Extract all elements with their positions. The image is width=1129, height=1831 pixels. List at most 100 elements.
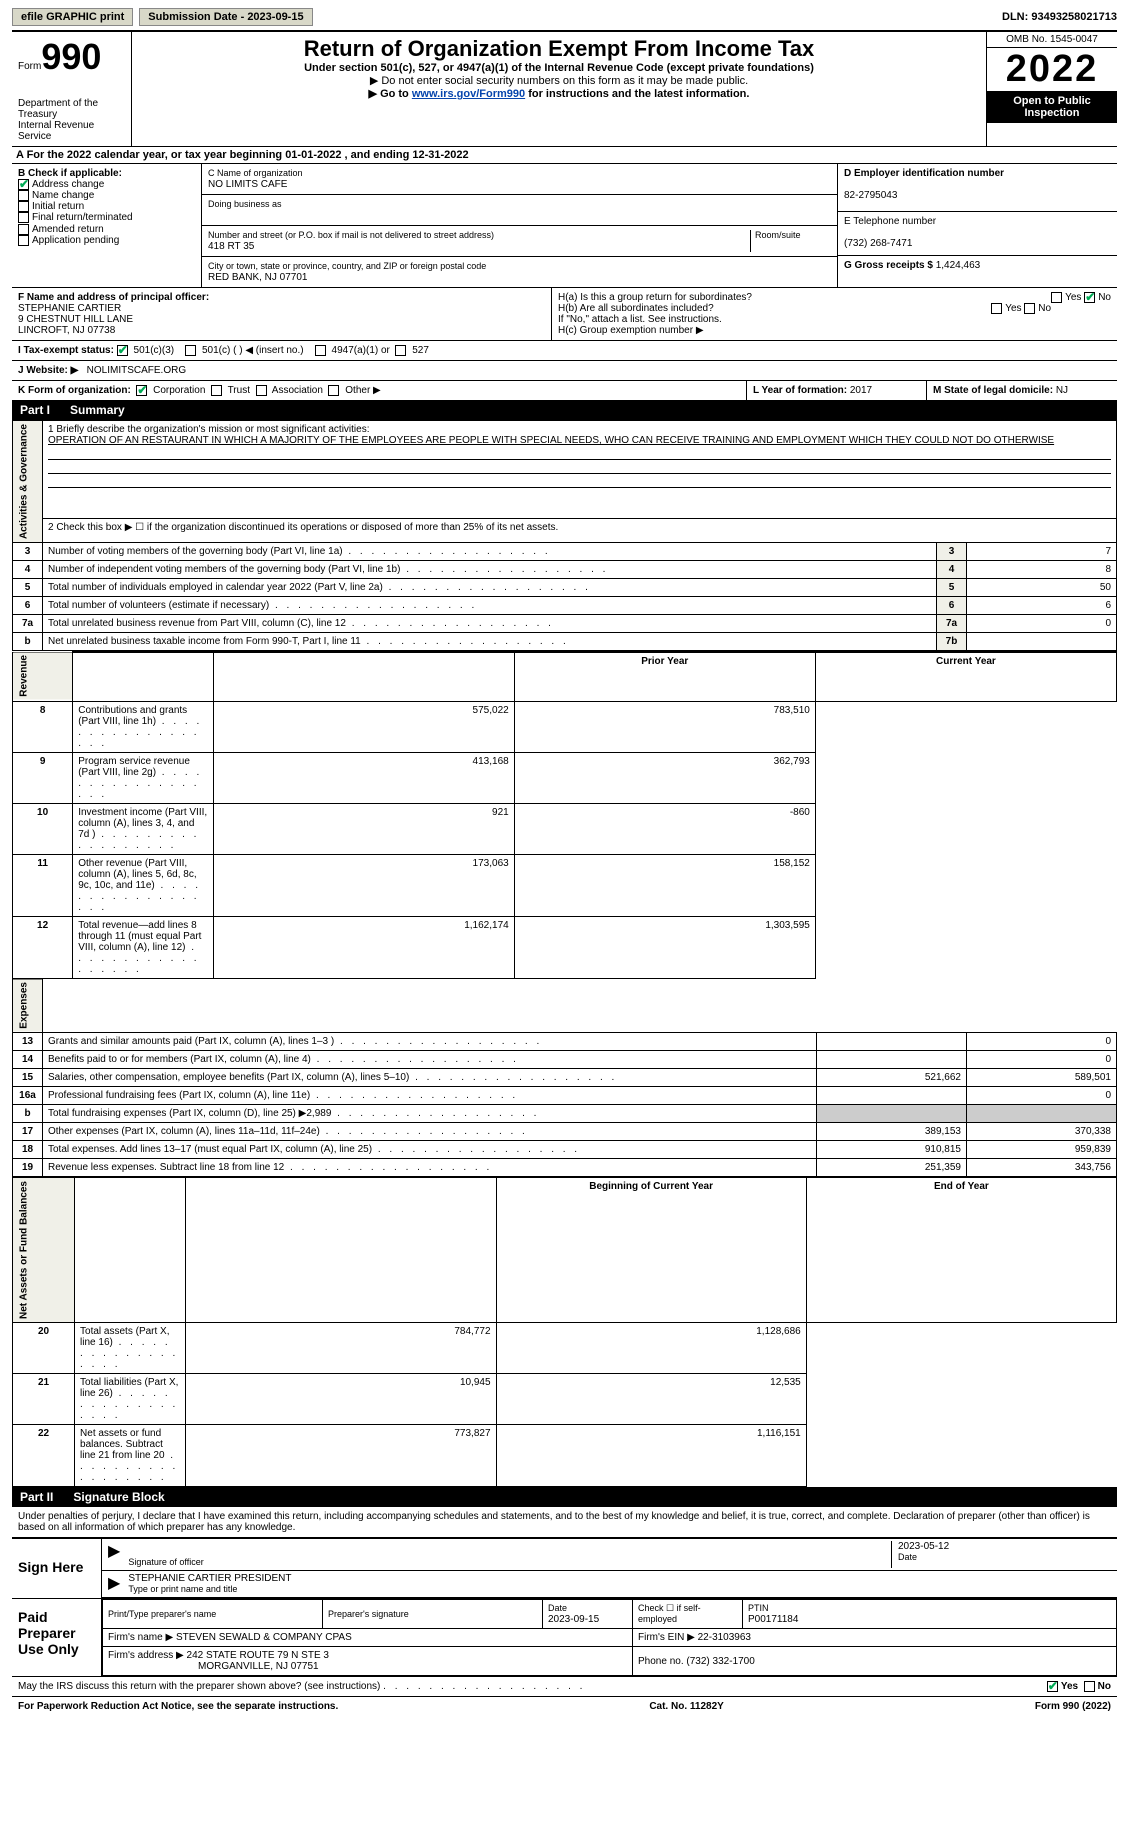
hb-yes-checkbox[interactable] <box>991 303 1002 314</box>
box-b-checkboxes: B Check if applicable: Address change Na… <box>12 164 202 287</box>
part1-header: Part I Summary <box>12 400 1117 420</box>
hb-no-checkbox[interactable] <box>1024 303 1035 314</box>
vlabel-expenses: Expenses <box>13 979 43 1033</box>
line-num: b <box>13 1105 43 1123</box>
city-label: City or town, state or province, country… <box>208 261 486 271</box>
final-return-checkbox[interactable] <box>18 212 29 223</box>
line-text: Revenue less expenses. Subtract line 18 … <box>43 1159 817 1177</box>
ptin-value: P00171184 <box>748 1614 798 1625</box>
line-text: Total number of individuals employed in … <box>43 579 937 597</box>
prior-value: 1,162,174 <box>213 916 514 978</box>
netassets-table: Net Assets or Fund Balances Beginning of… <box>12 1177 1117 1487</box>
shaded-cell <box>817 1105 967 1123</box>
line-text: Number of independent voting members of … <box>43 561 937 579</box>
sig-date-label: Date <box>898 1552 917 1562</box>
box-c-org-info: C Name of organization NO LIMITS CAFE Do… <box>202 164 837 287</box>
efile-print-button[interactable]: efile GRAPHIC print <box>12 8 133 26</box>
line-text: Other expenses (Part IX, column (A), lin… <box>43 1123 817 1141</box>
line-num: 14 <box>13 1051 43 1069</box>
opt-trust: Trust <box>228 385 250 396</box>
cb-pending: Application pending <box>32 235 119 246</box>
box-m-state: M State of legal domicile: NJ <box>927 381 1117 400</box>
corp-checkbox[interactable] <box>136 385 147 396</box>
application-pending-checkbox[interactable] <box>18 235 29 246</box>
amended-return-checkbox[interactable] <box>18 224 29 235</box>
officer-typed-name: STEPHANIE CARTIER PRESIDENT <box>128 1573 291 1584</box>
cb-name: Name change <box>32 190 94 201</box>
current-value: 158,152 <box>514 854 815 916</box>
box-i-status: I Tax-exempt status: 501(c)(3) 501(c) ( … <box>12 340 1117 360</box>
omb-number: OMB No. 1545-0047 <box>987 32 1117 48</box>
line-num: 18 <box>13 1141 43 1159</box>
penalties-text: Under penalties of perjury, I declare th… <box>12 1507 1117 1537</box>
prior-value: 521,662 <box>817 1069 967 1087</box>
prior-value <box>817 1087 967 1105</box>
form-title: Return of Organization Exempt From Incom… <box>140 36 978 62</box>
hb-no: No <box>1038 303 1051 314</box>
ha-yes-checkbox[interactable] <box>1051 292 1062 303</box>
prior-value: 575,022 <box>213 701 514 752</box>
opt-501c: 501(c) ( ) ◀ (insert no.) <box>202 345 304 356</box>
hb-note: If "No," attach a list. See instructions… <box>558 314 1111 325</box>
527-checkbox[interactable] <box>395 345 406 356</box>
type-name-label: Type or print name and title <box>128 1584 237 1594</box>
prior-value: 173,063 <box>213 854 514 916</box>
line-value: 50 <box>967 579 1117 597</box>
ha-no-checkbox[interactable] <box>1084 292 1095 303</box>
form-ref: Form 990 (2022) <box>1035 1701 1111 1712</box>
prior-value <box>817 1051 967 1069</box>
discuss-yes-checkbox[interactable] <box>1047 1681 1058 1692</box>
line-text: Total expenses. Add lines 13–17 (must eq… <box>43 1141 817 1159</box>
line-num: 13 <box>13 1033 43 1051</box>
hb-label: H(b) Are all subordinates included? <box>558 303 714 314</box>
irs-link[interactable]: www.irs.gov/Form990 <box>412 88 525 100</box>
prior-value <box>817 1033 967 1051</box>
ptin-label: PTIN <box>748 1603 769 1613</box>
discuss-no: No <box>1098 1681 1111 1692</box>
4947-checkbox[interactable] <box>315 345 326 356</box>
part2-header: Part II Signature Block <box>12 1487 1117 1507</box>
paid-preparer-label: Paid Preparer Use Only <box>12 1599 102 1676</box>
website-label: J Website: ▶ <box>18 365 78 376</box>
opt-other: Other ▶ <box>345 385 380 396</box>
trust-checkbox[interactable] <box>211 385 222 396</box>
initial-return-checkbox[interactable] <box>18 201 29 212</box>
line-text: Total fundraising expenses (Part IX, col… <box>43 1105 817 1123</box>
prior-value: 251,359 <box>817 1159 967 1177</box>
ein-value: 82-2795043 <box>844 190 897 201</box>
assoc-checkbox[interactable] <box>256 385 267 396</box>
page-footer: For Paperwork Reduction Act Notice, see … <box>12 1696 1117 1716</box>
year-formation-value: 2017 <box>850 385 872 396</box>
address-change-checkbox[interactable] <box>18 179 29 190</box>
line-num: 4 <box>13 561 43 579</box>
sig-officer-label: Signature of officer <box>128 1557 203 1567</box>
open-inspection: Open to Public Inspection <box>987 91 1117 123</box>
501c3-checkbox[interactable] <box>117 345 128 356</box>
name-change-checkbox[interactable] <box>18 190 29 201</box>
firm-phone-value: (732) 332-1700 <box>686 1656 754 1667</box>
hb-yes: Yes <box>1005 303 1021 314</box>
501c-checkbox[interactable] <box>185 345 196 356</box>
line-text: Salaries, other compensation, employee b… <box>43 1069 817 1087</box>
expenses-table: Expenses 13 Grants and similar amounts p… <box>12 979 1117 1178</box>
current-value: 1,303,595 <box>514 916 815 978</box>
current-value: 0 <box>967 1051 1117 1069</box>
other-checkbox[interactable] <box>328 385 339 396</box>
discuss-no-checkbox[interactable] <box>1084 1681 1095 1692</box>
current-value: -860 <box>514 803 815 854</box>
col-current-year: Current Year <box>815 652 1116 701</box>
line-num: 12 <box>13 916 73 978</box>
line-num: 8 <box>13 701 73 752</box>
line-text: Program service revenue (Part VIII, line… <box>73 752 213 803</box>
line-ref: 5 <box>937 579 967 597</box>
opt-527: 527 <box>412 345 429 356</box>
sig-arrow-icon2: ▶ <box>108 1573 120 1595</box>
goto-post: for instructions and the latest informat… <box>525 88 749 100</box>
line-num: b <box>13 633 43 651</box>
submission-date-button[interactable]: Submission Date - 2023-09-15 <box>139 8 312 26</box>
line2-text: 2 Check this box ▶ ☐ if the organization… <box>43 518 1117 543</box>
line-text: Benefits paid to or for members (Part IX… <box>43 1051 817 1069</box>
line-text: Professional fundraising fees (Part IX, … <box>43 1087 817 1105</box>
form-word: Form <box>18 61 41 72</box>
sign-here-label: Sign Here <box>12 1539 102 1598</box>
